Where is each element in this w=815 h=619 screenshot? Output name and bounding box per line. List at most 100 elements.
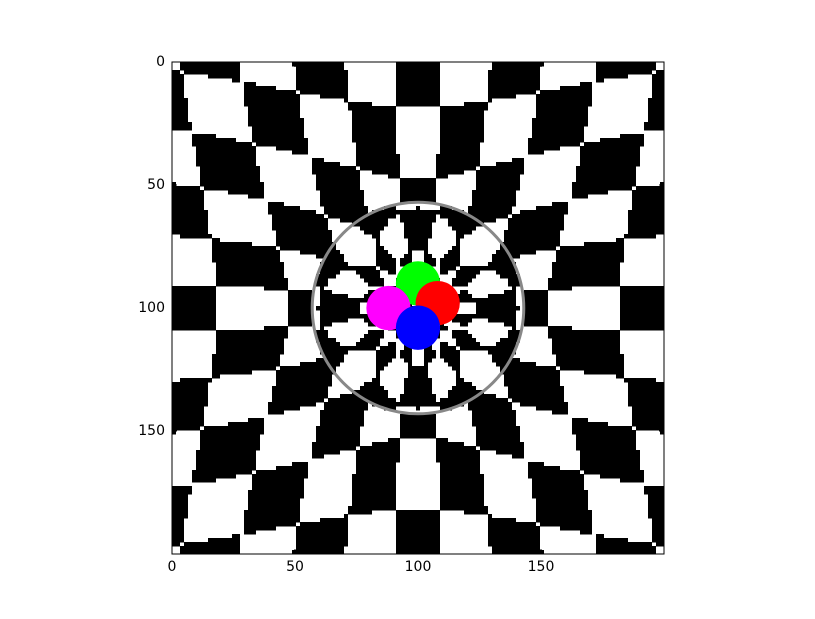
- image-cell: [380, 266, 396, 271]
- image-cell: [644, 122, 664, 127]
- image-cell: [500, 338, 520, 343]
- image-cell: [444, 254, 460, 259]
- image-cell: [580, 454, 640, 459]
- image-cell: [296, 66, 344, 71]
- image-cell: [424, 362, 428, 367]
- image-cell: [572, 194, 588, 199]
- image-cell: [312, 450, 340, 455]
- image-cell: [396, 510, 440, 515]
- image-cell: [400, 262, 412, 267]
- image-cell: [292, 62, 344, 67]
- image-cell: [488, 542, 540, 547]
- image-cell: [268, 410, 284, 415]
- image-cell: [356, 150, 396, 155]
- image-cell: [376, 358, 392, 363]
- image-cell: [536, 510, 592, 515]
- image-cell: [628, 390, 664, 395]
- image: [172, 62, 664, 555]
- image-cell: [504, 230, 560, 235]
- image-cell: [248, 106, 300, 111]
- image-cell: [464, 510, 488, 515]
- image-cell: [456, 238, 460, 243]
- image-cell: [468, 210, 512, 215]
- image-cell: [172, 394, 208, 399]
- image-cell: [172, 534, 184, 539]
- image-cell: [532, 494, 588, 499]
- image-cell: [548, 326, 572, 331]
- image-cell: [172, 530, 184, 535]
- image-cell: [520, 210, 568, 215]
- image-cell: [580, 82, 592, 87]
- image-cell: [532, 486, 584, 491]
- image-cell: [424, 254, 432, 259]
- image-cell: [352, 122, 396, 127]
- image-cell: [268, 406, 300, 411]
- image-cell: [376, 262, 396, 267]
- image-cell: [172, 70, 180, 75]
- image-cell: [396, 530, 440, 535]
- image-cell: [532, 482, 584, 487]
- image-cell: [316, 438, 360, 443]
- image-cell: [196, 454, 256, 459]
- image-cell: [440, 138, 484, 143]
- image-cell: [596, 66, 656, 71]
- image-cell: [356, 450, 400, 455]
- image-cell: [440, 350, 460, 355]
- image-cell: [580, 162, 640, 167]
- image-cell: [492, 254, 520, 259]
- image-cell: [440, 354, 460, 359]
- image-cell: [356, 154, 400, 159]
- image-cell: [440, 114, 484, 119]
- image-cell: [472, 198, 516, 203]
- image-cell: [380, 346, 396, 351]
- x-tick-label: 50: [286, 559, 304, 575]
- image-cell: [532, 490, 588, 495]
- image-cell: [244, 86, 276, 91]
- image-cell: [172, 314, 216, 319]
- image-cell: [400, 198, 436, 203]
- image-cell: [436, 158, 480, 163]
- image-cell: [552, 338, 620, 343]
- image-cell: [512, 326, 516, 331]
- image-cell: [472, 414, 516, 419]
- image-cell: [472, 422, 516, 427]
- image-cell: [288, 290, 312, 295]
- image-cell: [488, 94, 516, 99]
- image-cell: [552, 346, 620, 351]
- image-cell: [580, 458, 640, 463]
- image-cell: [536, 102, 592, 107]
- image-cell: [400, 350, 412, 355]
- image-cell: [404, 378, 432, 383]
- image-cell: [396, 98, 440, 103]
- image-cell: [312, 158, 324, 163]
- image-cell: [632, 190, 664, 195]
- image-cell: [172, 526, 184, 531]
- image-cell: [172, 322, 216, 327]
- image-cell: [628, 386, 664, 391]
- image-cell: [352, 502, 396, 507]
- image-cell: [172, 418, 204, 423]
- image-cell: [452, 298, 516, 303]
- image-cell: [424, 258, 436, 263]
- image-cell: [244, 98, 300, 103]
- image-cell: [440, 270, 448, 275]
- image-cell: [648, 110, 664, 115]
- image-cell: [400, 178, 436, 183]
- image-cell: [396, 74, 440, 79]
- image-cell: [352, 486, 396, 491]
- image-cell: [648, 510, 664, 515]
- image-cell: [440, 494, 484, 499]
- image-cell: [440, 130, 484, 135]
- image-cell: [492, 546, 540, 551]
- image-cell: [268, 402, 316, 407]
- image-cell: [172, 310, 216, 315]
- image-cell: [596, 78, 604, 83]
- image-cell: [320, 310, 360, 315]
- image-cell: [468, 406, 512, 411]
- image-cell: [216, 270, 284, 275]
- image-cell: [620, 314, 664, 319]
- image-cell: [404, 230, 432, 235]
- image-cell: [376, 258, 396, 263]
- image-cell: [172, 218, 208, 223]
- image-cell: [440, 506, 488, 511]
